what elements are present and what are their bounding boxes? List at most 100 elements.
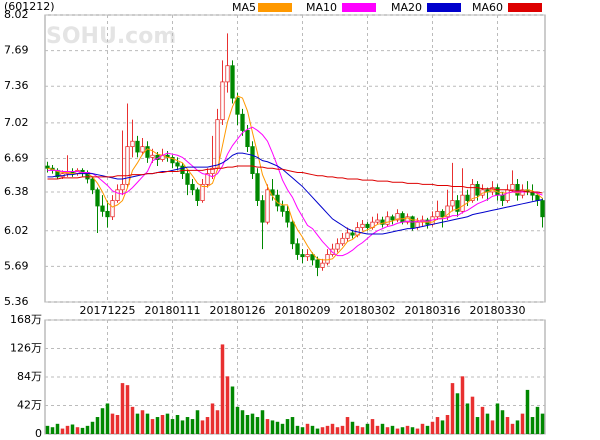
candle-body [465, 194, 470, 201]
candle-body [385, 216, 390, 225]
volume-bar [160, 415, 165, 434]
volume-bar [90, 421, 95, 434]
candle-body [350, 232, 355, 236]
candle-body [365, 223, 370, 228]
volume-bar [450, 383, 455, 434]
candle-body [470, 183, 475, 201]
candle-body [220, 81, 225, 121]
volume-bar [225, 376, 230, 434]
volume-bar [260, 410, 265, 434]
volume-bar [370, 419, 375, 434]
y-tick-label: 7.36 [4, 79, 29, 92]
volume-bar [400, 427, 405, 434]
candle-body [250, 146, 255, 175]
volume-bar [515, 420, 520, 434]
stock-code: (601212) [4, 0, 55, 13]
candle-body [210, 167, 215, 175]
candle-body [440, 210, 445, 218]
candle-body [380, 219, 385, 225]
volume-bar [375, 425, 380, 434]
candle-body [500, 194, 505, 201]
y-tick-label: 5.36 [4, 295, 29, 308]
candle-body [435, 210, 440, 218]
candle-body [100, 205, 105, 212]
candle-body [335, 243, 340, 250]
candle-body [180, 165, 185, 175]
volume-bar [425, 425, 430, 434]
candle-body [150, 154, 155, 158]
legend-swatch [342, 3, 376, 12]
volume-bar [455, 393, 460, 434]
volume-tick-label: 42万 [17, 399, 42, 412]
volume-bar [200, 420, 205, 434]
legend-label: MA20 [391, 1, 422, 14]
volume-bar [115, 415, 120, 434]
candle-body [535, 194, 540, 201]
legend-label: MA10 [306, 1, 337, 14]
candle-body [515, 183, 520, 196]
legend-swatch [427, 3, 461, 12]
volume-bar [140, 410, 145, 434]
legend-swatch [508, 3, 542, 12]
candle-body [390, 216, 395, 221]
candle-body [245, 130, 250, 148]
volume-bar [180, 420, 185, 434]
volume-bar [110, 413, 115, 434]
volume-bar [520, 413, 525, 434]
candle-body [215, 119, 220, 169]
candle-body [105, 210, 110, 218]
volume-bar [320, 427, 325, 434]
volume-bar [105, 403, 110, 434]
candle-body [110, 200, 115, 218]
volume-bar [470, 396, 475, 434]
volume-bar [360, 427, 365, 434]
volume-bar [540, 413, 545, 434]
candle-body [90, 178, 95, 191]
candle-body [540, 200, 545, 218]
volume-bar [355, 425, 360, 434]
candle-body [200, 183, 205, 201]
volume-bar [330, 423, 335, 434]
volume-bar [335, 427, 340, 434]
y-tick-label: 6.38 [4, 185, 29, 198]
volume-bar [500, 410, 505, 434]
volume-bar [535, 406, 540, 434]
volume-bar [435, 417, 440, 434]
candle-body [345, 232, 350, 239]
watermark: SOHU.com [46, 24, 176, 49]
candle-body [415, 221, 420, 228]
volume-bar [85, 425, 90, 434]
volume-bar [235, 406, 240, 434]
volume-bar [165, 413, 170, 434]
x-tick-label: 20171225 [80, 304, 136, 317]
volume-bar [255, 417, 260, 434]
volume-bar [210, 403, 215, 434]
candle-body [135, 140, 140, 153]
volume-bar [65, 425, 70, 434]
volume-bar [420, 423, 425, 434]
candle-body [120, 183, 125, 191]
ma-line [47, 126, 543, 257]
volume-bar [75, 427, 80, 434]
candle-body [290, 221, 295, 245]
volume-bar [340, 425, 345, 434]
volume-bar [295, 425, 300, 434]
volume-bar [155, 417, 160, 434]
candle-body [280, 205, 285, 212]
volume-bar [175, 415, 180, 434]
volume-bar [70, 424, 75, 434]
legend-label: MA5 [232, 1, 256, 14]
volume-bar [80, 427, 85, 434]
candle-body [260, 200, 265, 223]
volume-bar [365, 423, 370, 434]
x-tick-label: 20180316 [405, 304, 461, 317]
legend-label: MA60 [472, 1, 503, 14]
volume-bar [220, 344, 225, 434]
volume-bar [270, 420, 275, 434]
candle-body [505, 189, 510, 201]
candle-body [195, 189, 200, 201]
candle-body [360, 223, 365, 228]
volume-bar [55, 423, 60, 434]
candle-body [95, 189, 100, 207]
